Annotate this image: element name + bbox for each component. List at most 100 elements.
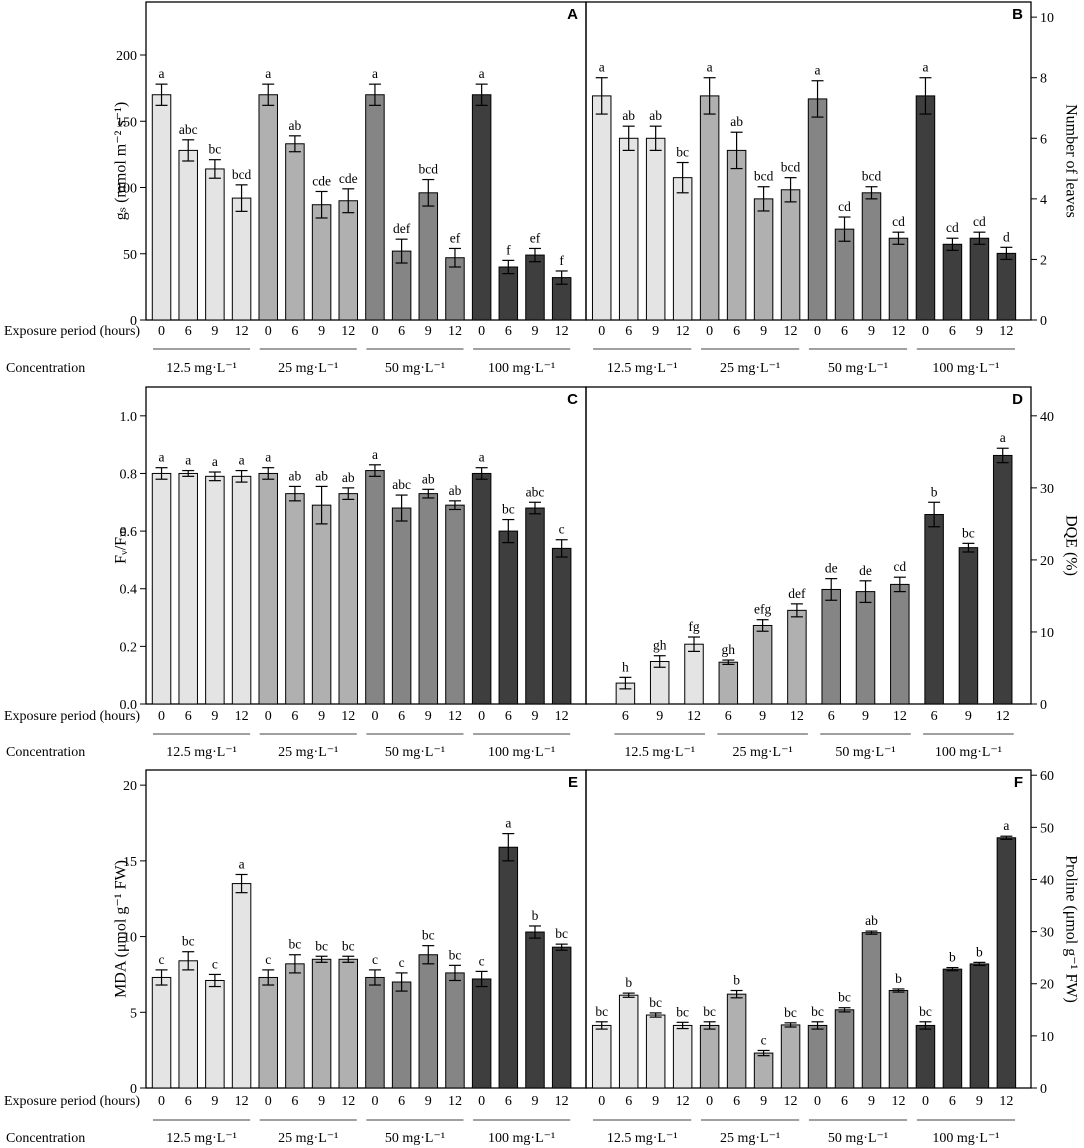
y-axis-label: MDA (μmol g⁻¹ FW) [113, 860, 130, 998]
significance-letter: bc [919, 1004, 932, 1019]
bar [391, 507, 412, 705]
panel-label: C [567, 391, 578, 408]
x-tick-label: 0 [265, 1094, 272, 1109]
x-tick-label: 12 [893, 709, 907, 724]
y-tick-label: 0 [1040, 698, 1047, 713]
x-tick-label: 0 [814, 324, 821, 339]
bar [591, 1024, 612, 1089]
significance-letter: ab [730, 114, 743, 129]
significance-letter: bcd [419, 162, 439, 177]
significance-letter: b [976, 944, 983, 959]
bar [996, 837, 1017, 1089]
bar [699, 1024, 720, 1089]
concentration-label: 50 mg·L⁻¹ [385, 361, 445, 376]
panel-label: F [1014, 774, 1023, 791]
x-tick-label: 12 [341, 324, 355, 339]
bar [942, 968, 963, 1089]
x-tick-label: 6 [725, 709, 732, 724]
x-tick-label: 6 [828, 709, 835, 724]
significance-letter: a [707, 60, 713, 75]
x-tick-label: 6 [949, 1094, 956, 1109]
bar [996, 252, 1017, 321]
bar [807, 1024, 828, 1089]
x-tick-label: 9 [862, 709, 869, 724]
bar [787, 609, 807, 705]
x-tick-label: 0 [598, 324, 605, 339]
significance-letter: bc [676, 145, 689, 160]
significance-letter: bcd [781, 160, 801, 175]
significance-letter: ab [449, 483, 462, 498]
bar [151, 976, 172, 1089]
y-tick-label: 20 [1040, 978, 1054, 993]
x-tick-label: 0 [265, 709, 272, 724]
significance-letter: a [239, 856, 245, 871]
y-tick-label: 150 [116, 115, 137, 130]
x-tick-label: 6 [625, 1094, 632, 1109]
bar [205, 475, 225, 705]
y-tick-label: 8 [1040, 72, 1047, 87]
y-tick-label: 0.4 [120, 583, 138, 598]
x-tick-label: 6 [622, 709, 629, 724]
x-tick-label: 12 [999, 324, 1013, 339]
x-tick-label: 6 [185, 324, 192, 339]
significance-letter: d [1003, 229, 1010, 244]
significance-letter: gh [653, 638, 667, 653]
bar [445, 504, 465, 705]
significance-letter: c [761, 1032, 767, 1047]
x-tick-label: 6 [841, 324, 848, 339]
x-tick-label: 9 [531, 1094, 538, 1109]
significance-letter: c [559, 522, 565, 537]
bar [258, 94, 278, 321]
x-tick-label: 9 [318, 1094, 325, 1109]
significance-letter: a [265, 450, 271, 465]
significance-letter: a [922, 60, 928, 75]
bar [285, 493, 305, 705]
row-label-concentration: Concentration [6, 1131, 85, 1146]
x-tick-label: 12 [341, 1094, 355, 1109]
concentration-label: 12.5 mg·L⁻¹ [607, 361, 678, 376]
concentration-label: 50 mg·L⁻¹ [828, 361, 888, 376]
x-tick-label: 0 [706, 324, 713, 339]
concentration-label: 25 mg·L⁻¹ [720, 1131, 780, 1146]
bar [780, 189, 801, 321]
y-tick-label: 30 [1040, 926, 1054, 941]
concentration-label: 100 mg·L⁻¹ [488, 361, 555, 376]
x-tick-label: 12 [891, 1094, 905, 1109]
row-label-exposure: Exposure period (hours) [4, 1094, 140, 1109]
significance-letter: bc [676, 1004, 689, 1019]
bar [525, 931, 545, 1089]
concentration-label: 25 mg·L⁻¹ [278, 1131, 338, 1146]
y-tick-label: 0 [130, 314, 137, 329]
bar [718, 661, 739, 705]
x-tick-label: 9 [211, 324, 218, 339]
panel-a: A 0 50 100 150 200 gₛ (mmol m⁻² s⁻¹) a 0 abc 6 bc 9 b… [113, 1, 587, 376]
significance-letter: b [625, 975, 632, 990]
significance-letter: bc [784, 1005, 797, 1020]
significance-letter: a [479, 450, 485, 465]
bar [258, 976, 278, 1089]
bar [958, 547, 979, 705]
concentration-label: 50 mg·L⁻¹ [385, 1131, 445, 1146]
y-tick-label: 20 [1040, 554, 1054, 569]
x-tick-label: 9 [211, 709, 218, 724]
significance-letter: a [1003, 818, 1009, 833]
significance-letter: a [479, 66, 485, 81]
panel-label: A [567, 6, 578, 23]
significance-letter: fg [688, 619, 699, 634]
bar [969, 963, 990, 1089]
bar [834, 1009, 855, 1089]
y-tick-label: 1.0 [120, 410, 138, 425]
panel-label: D [1012, 391, 1023, 408]
x-tick-label: 12 [555, 1094, 569, 1109]
bar [498, 266, 519, 321]
significance-letter: gh [722, 642, 736, 657]
significance-letter: abc [526, 484, 545, 499]
x-tick-label: 12 [784, 324, 798, 339]
significance-letter: b [733, 973, 740, 988]
y-tick-label: 0.6 [120, 525, 138, 540]
y-tick-label: 50 [1040, 821, 1054, 836]
panel-b: B 0 2 4 6 8 10 Number of leaves a 0 ab 6 ab 9 bc 12 12.5… [585, 1, 1079, 376]
x-tick-label: 12 [235, 324, 249, 339]
concentration-label: 50 mg·L⁻¹ [835, 745, 895, 760]
